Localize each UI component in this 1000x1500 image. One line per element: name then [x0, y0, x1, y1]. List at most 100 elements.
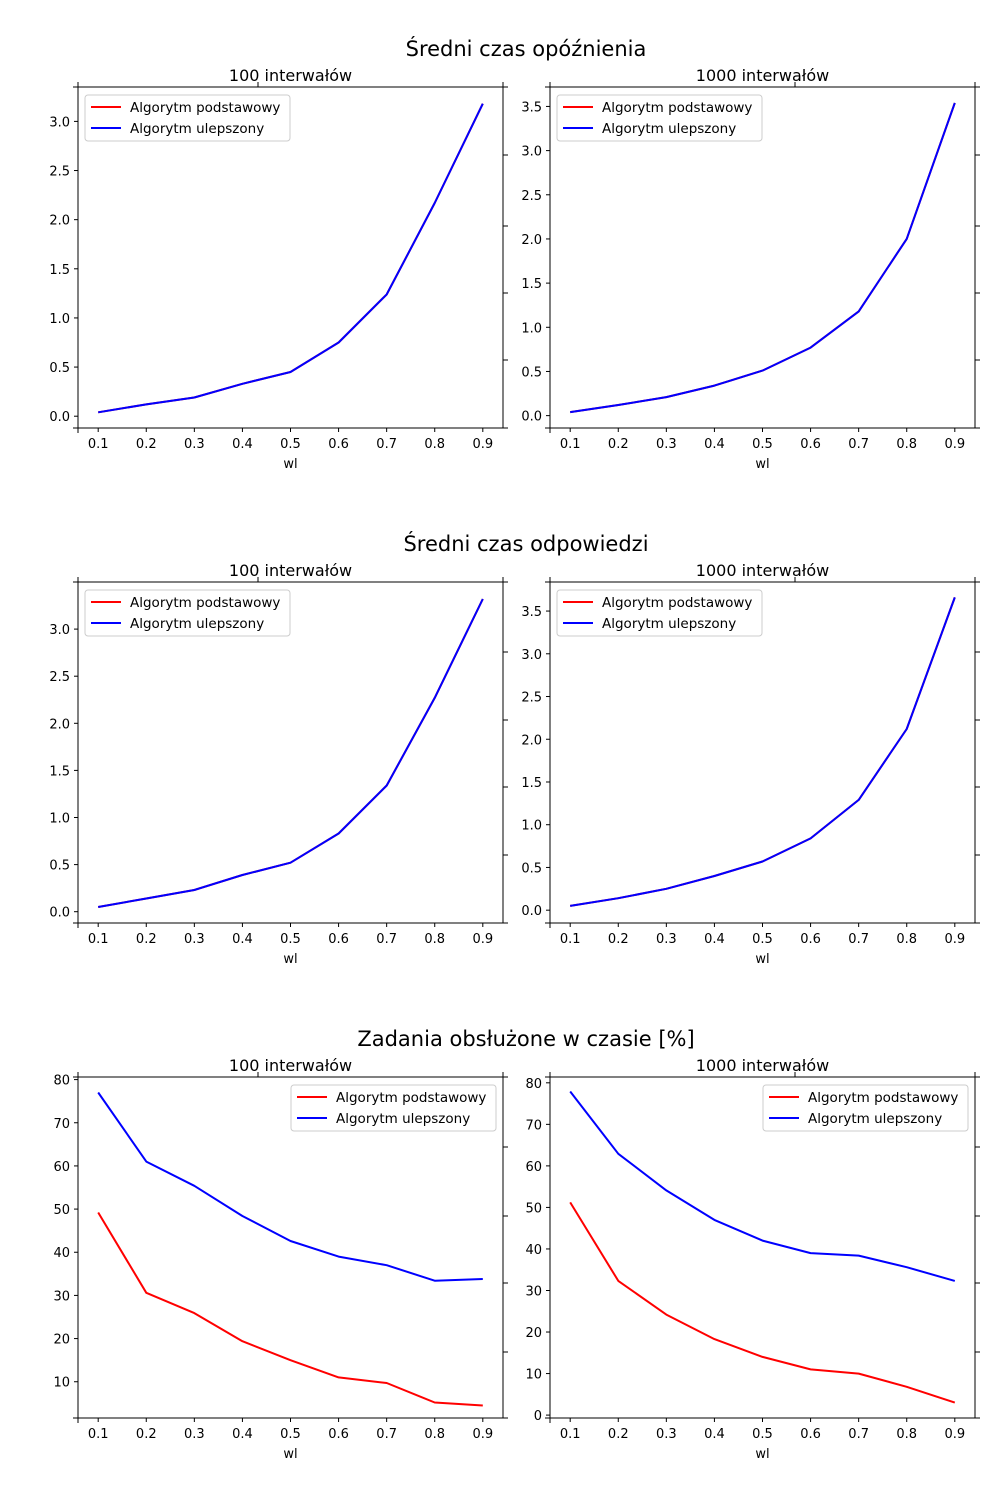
x-tick-label: 0.5 [280, 1427, 301, 1442]
subplot-r3-c1: 0.1 0.2 0.3 0.4 0.5 0.6 0.7 0.8 0.9 10 20 30 40 50 60 7… [53, 1056, 508, 1462]
y-tick-label: 0 [534, 1409, 542, 1424]
legend: Algorytm podstawowy Algorytm ulepszony [84, 94, 291, 142]
x-tick-label: 0.7 [848, 932, 869, 947]
y-tick-label: 3.5 [521, 100, 542, 115]
x-tick-label: 0.2 [136, 437, 157, 452]
x-tick-label: 0.4 [232, 932, 253, 947]
x-tick-label: 0.8 [896, 932, 917, 947]
y-tick-label: 2.5 [521, 189, 542, 204]
x-tick-label: 0.9 [944, 932, 965, 947]
y-tick-label: 0.0 [521, 410, 542, 425]
x-tick-label: 0.3 [656, 932, 677, 947]
y-tick-label: 2.0 [521, 733, 542, 748]
y-tick-label: 3.0 [521, 648, 542, 663]
y-tick-label: 40 [525, 1243, 542, 1258]
y-tick-label: 3.0 [49, 115, 70, 130]
y-tick-label: 2.0 [49, 214, 70, 229]
x-tick-label: 0.3 [656, 1427, 677, 1442]
y-tick-label: 60 [53, 1160, 70, 1175]
subplot-title: 100 interwałów [229, 66, 352, 85]
series-line-ulepszony [570, 102, 956, 414]
x-tick-label: 0.6 [800, 437, 821, 452]
x-tick-label: 0.3 [656, 437, 677, 452]
series-line-podstawowy [570, 597, 956, 907]
x-tick-label: 0.5 [752, 932, 773, 947]
y-tick-label: 1.5 [521, 277, 542, 292]
legend-label: Algorytm ulepszony [602, 121, 736, 137]
x-tick-label: 0.7 [848, 437, 869, 452]
x-tick-label: 0.5 [752, 437, 773, 452]
x-axis-label: wl [755, 952, 769, 967]
x-tick-label: 0.4 [704, 437, 725, 452]
subplot-title: 100 interwałów [229, 561, 352, 580]
legend-label: Algorytm podstawowy [336, 1090, 486, 1106]
x-tick-label: 0.6 [328, 1427, 349, 1442]
x-tick-label: 0.9 [944, 1427, 965, 1442]
y-tick-label: 2.0 [49, 717, 70, 732]
y-tick-label: 2.5 [49, 165, 70, 180]
y-tick-label: 10 [53, 1376, 70, 1391]
y-tick-label: 50 [525, 1201, 542, 1216]
subplot-title: 1000 interwałów [696, 66, 829, 85]
x-tick-label: 0.2 [136, 1427, 157, 1442]
y-tick-label: 3.0 [521, 145, 542, 160]
x-tick-label: 0.1 [88, 932, 109, 947]
y-tick-label: 30 [525, 1284, 542, 1299]
subplot-r2-c2: 0.1 0.2 0.3 0.4 0.5 0.6 0.7 0.8 0.9 0.0 0.5 1.0 1.5 2… [521, 561, 980, 967]
x-tick-label: 0.4 [232, 437, 253, 452]
legend-label: Algorytm podstawowy [602, 595, 752, 611]
y-tick-label: 2.5 [521, 691, 542, 706]
subplot-title: 1000 interwałów [696, 561, 829, 580]
y-tick-label: 0.0 [521, 904, 542, 919]
legend-box [84, 589, 291, 637]
y-tick-label: 80 [53, 1074, 70, 1089]
y-tick-label: 1.0 [49, 811, 70, 826]
x-tick-label: 0.3 [184, 932, 205, 947]
x-tick-label: 0.9 [472, 932, 493, 947]
legend: Algorytm podstawowy Algorytm ulepszony [84, 589, 291, 637]
x-tick-label: 0.2 [608, 1427, 629, 1442]
x-tick-label: 0.7 [376, 1427, 397, 1442]
legend-label: Algorytm podstawowy [808, 1090, 958, 1106]
y-tick-label: 70 [53, 1117, 70, 1132]
x-tick-label: 0.6 [328, 437, 349, 452]
y-tick-label: 40 [53, 1246, 70, 1261]
x-tick-label: 0.6 [800, 932, 821, 947]
suptitle-row-2: Średni czas odpowiedzi [403, 532, 649, 556]
series-line-podstawowy [98, 598, 484, 908]
x-tick-label: 0.3 [184, 1427, 205, 1442]
legend: Algorytm podstawowy Algorytm ulepszony [556, 94, 763, 142]
legend-label: Algorytm podstawowy [602, 100, 752, 116]
x-axis-label: wl [283, 457, 297, 472]
x-tick-label: 0.5 [752, 1427, 773, 1442]
legend: Algorytm podstawowy Algorytm ulepszony [290, 1084, 497, 1132]
series-line-ulepszony [98, 598, 484, 908]
y-tick-label: 30 [53, 1289, 70, 1304]
x-tick-label: 0.5 [280, 437, 301, 452]
suptitle-row-1: Średni czas opóźnienia [405, 37, 647, 61]
x-tick-label: 0.1 [560, 932, 581, 947]
series-line-podstawowy [97, 1211, 483, 1407]
y-tick-label: 0.5 [521, 365, 542, 380]
x-tick-label: 0.2 [608, 437, 629, 452]
x-axis-label: wl [283, 1447, 297, 1462]
y-tick-label: 3.0 [49, 623, 70, 638]
x-axis-label: wl [755, 457, 769, 472]
legend: Algorytm podstawowy Algorytm ulepszony [556, 589, 763, 637]
series-line-podstawowy [570, 102, 956, 414]
y-tick-label: 0.0 [49, 410, 70, 425]
y-tick-label: 1.0 [521, 819, 542, 834]
y-tick-label: 1.5 [521, 776, 542, 791]
x-tick-label: 0.9 [472, 437, 493, 452]
x-tick-label: 0.4 [704, 932, 725, 947]
legend-box [556, 94, 763, 142]
x-tick-label: 0.6 [800, 1427, 821, 1442]
legend-box [290, 1084, 497, 1132]
y-tick-label: 1.0 [521, 321, 542, 336]
subplot-r2-c1: 0.1 0.2 0.3 0.4 0.5 0.6 0.7 0.8 0.9 0.0 0.5 1.0 1.5 2… [49, 561, 508, 967]
x-tick-label: 0.1 [560, 437, 581, 452]
x-tick-label: 0.4 [704, 1427, 725, 1442]
legend: Algorytm podstawowy Algorytm ulepszony [762, 1084, 969, 1132]
y-tick-label: 0.5 [49, 859, 70, 874]
